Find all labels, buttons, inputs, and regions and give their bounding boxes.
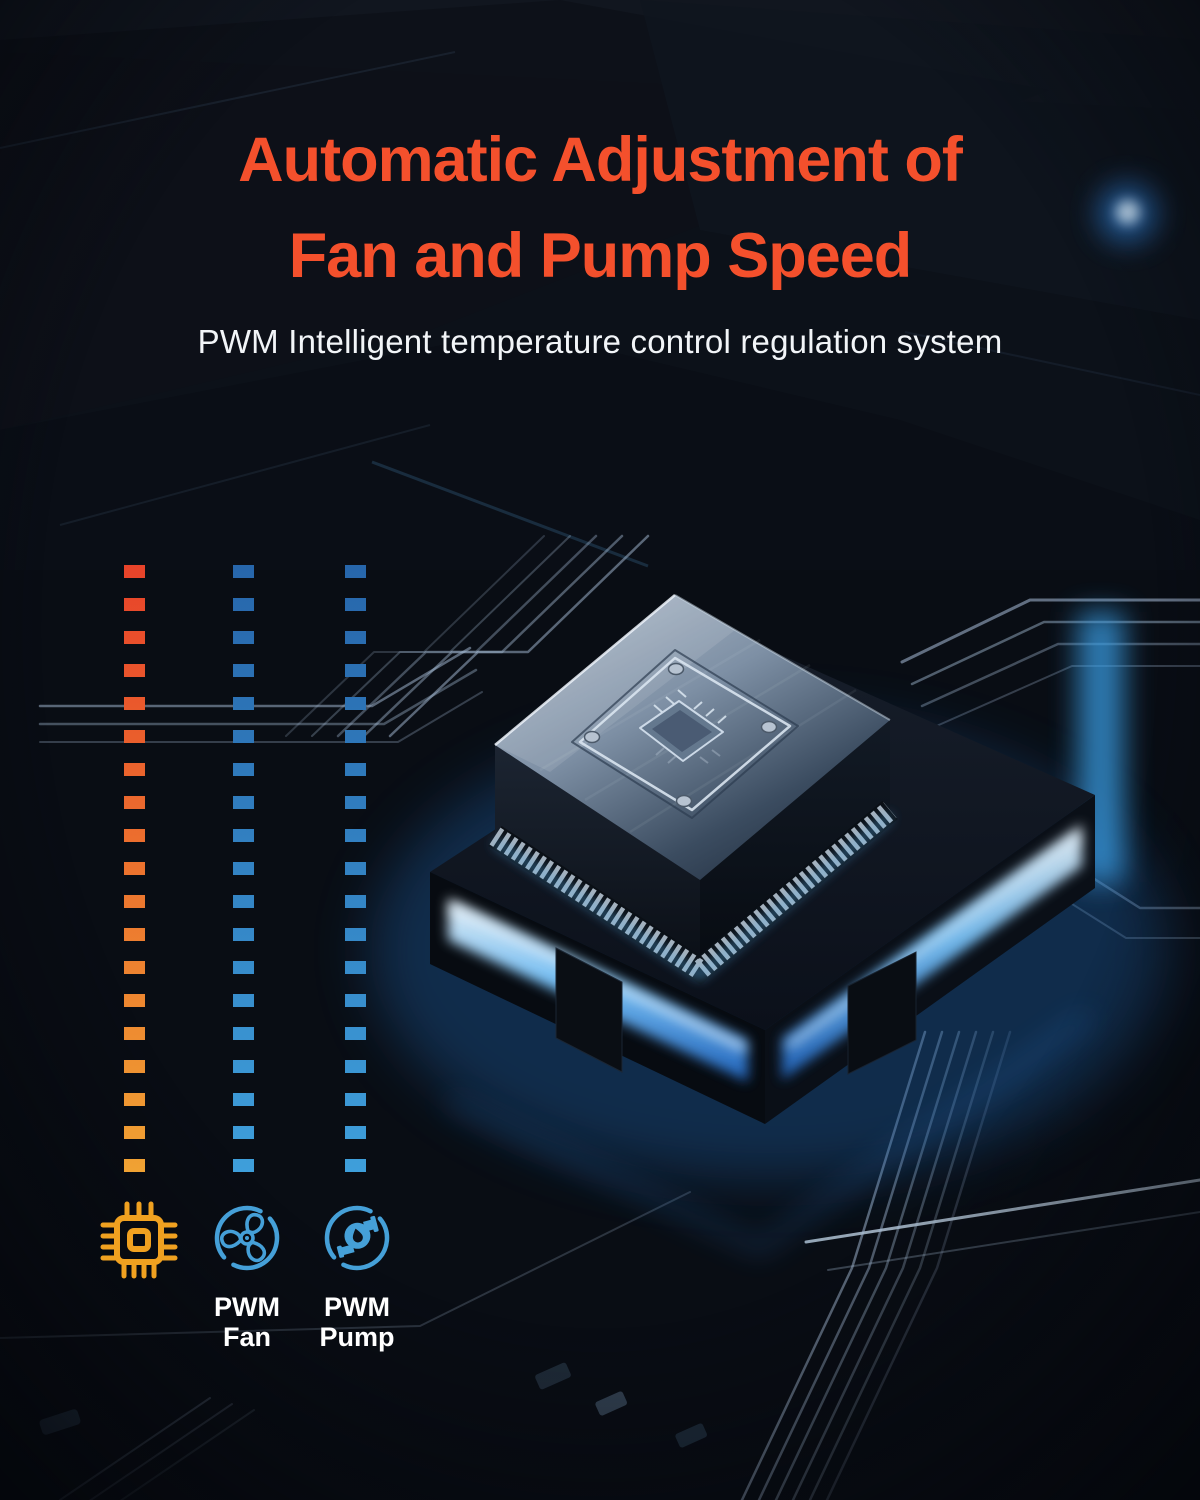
pwm-pump-label: PWM Pump: [319, 1292, 394, 1352]
pwm-fan-dotted-line: [233, 565, 254, 1185]
pwm-pump-label-line2: Pump: [319, 1322, 395, 1352]
legend-item-cpu: [86, 1198, 192, 1282]
fan-icon: [214, 1205, 280, 1271]
header: Automatic Adjustment of Fan and Pump Spe…: [0, 112, 1200, 362]
pwm-pump-label-line1: PWM: [324, 1292, 390, 1322]
legend-item-fan: PWM Fan: [194, 1202, 300, 1352]
cpu-chip-icon: [100, 1201, 178, 1279]
pump-icon: [324, 1205, 390, 1271]
page-title: Automatic Adjustment of Fan and Pump Spe…: [0, 112, 1200, 304]
pwm-fan-label-line2: Fan: [222, 1322, 271, 1352]
title-line-1: Automatic Adjustment of: [238, 125, 963, 195]
title-line-2: Fan and Pump Speed: [288, 221, 913, 291]
subtitle: PWM Intelligent temperature control regu…: [197, 323, 1003, 360]
legend-item-pump: PWM Pump: [304, 1202, 410, 1352]
pwm-pump-dotted-line: [345, 565, 366, 1185]
pwm-fan-label: PWM Fan: [214, 1292, 280, 1352]
pwm-fan-label-line1: PWM: [214, 1292, 280, 1322]
cpu-temperature-dotted-line: [124, 565, 145, 1185]
